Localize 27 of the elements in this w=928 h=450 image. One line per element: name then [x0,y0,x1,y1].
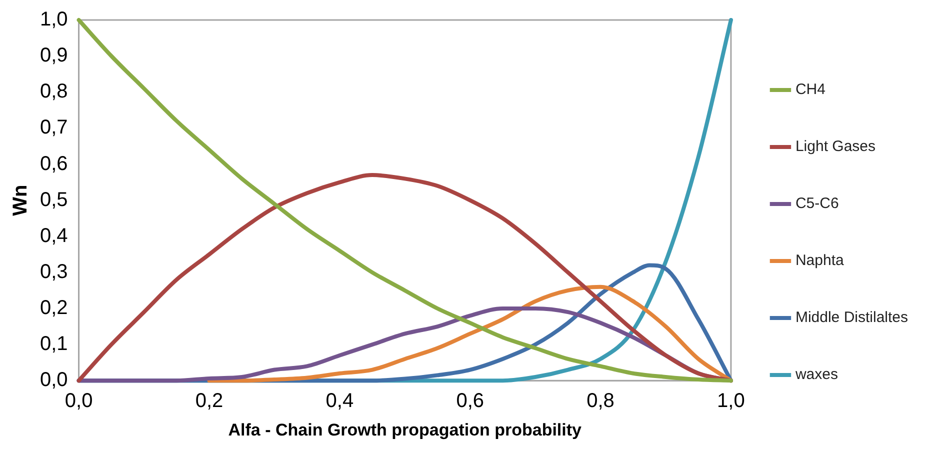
line-series [207,284,733,383]
legend-label: Light Gases [795,138,876,156]
y-tick-label: 0,0 [40,369,68,392]
y-tick-label: 0,2 [40,296,68,319]
x-axis-title: Alfa - Chain Growth propagation probability [228,420,582,440]
y-tick-label: 1,0 [40,8,68,31]
y-tick-label: 0,1 [40,333,68,356]
legend-label: CH4 [795,81,826,98]
x-tick-label: 0,4 [326,390,354,412]
y-tick-label: 0,7 [40,116,68,139]
y-tick-label: 0,4 [40,224,68,247]
x-tick-label: 0,0 [64,390,93,412]
legend-label: C5-C6 [795,195,839,212]
x-tick-label: 0,8 [586,390,614,412]
legend-label: waxes [794,366,838,384]
y-axis-title: Wn [10,184,32,216]
y-tick-label: 0,8 [40,80,68,103]
y-tick-label: 0,5 [40,188,68,211]
x-tick-label: 0,6 [456,390,484,412]
line-series [76,18,733,383]
legend-label: Middle Distilaltes [795,309,908,326]
y-tick-label: 0,9 [40,44,68,67]
legend-label: Naphta [795,252,844,270]
x-tick-label: 0,2 [195,390,224,412]
y-tick-label: 0,3 [40,260,68,283]
x-tick-label: 1,0 [717,390,745,412]
y-tick-label: 0,6 [40,152,68,175]
